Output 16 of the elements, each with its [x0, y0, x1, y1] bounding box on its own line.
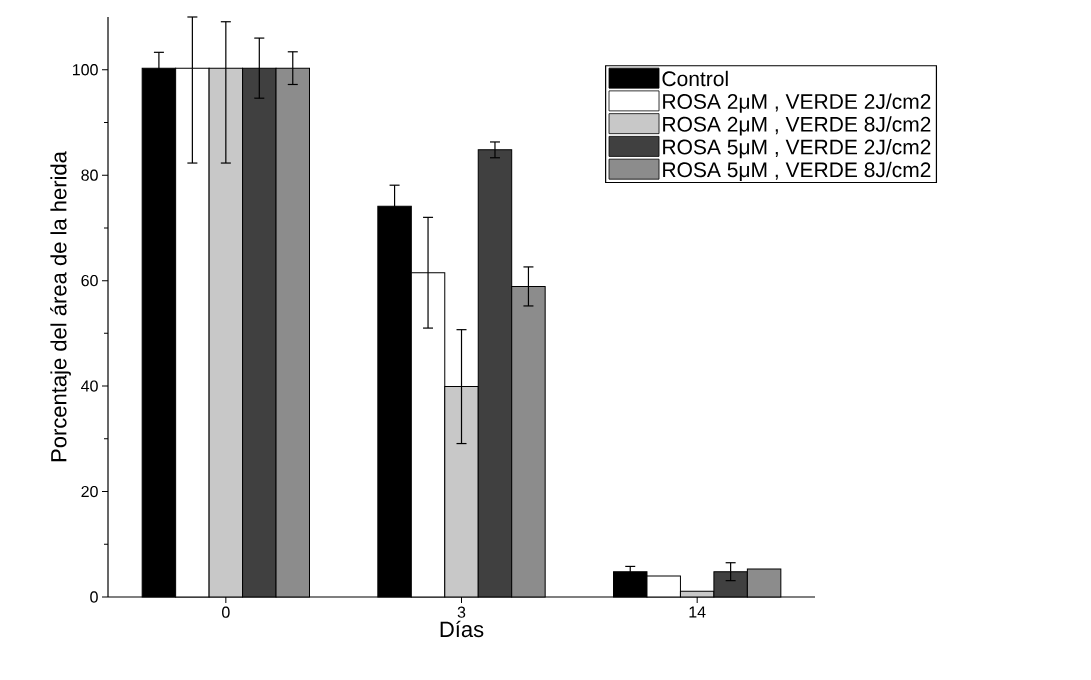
y-tick-label: 80 [81, 169, 98, 181]
legend-label: Control [662, 70, 728, 87]
y-tick-label: 40 [81, 380, 98, 392]
x-axis-title: Días [440, 620, 484, 638]
legend-label: ROSA 5μM , VERDE 2J/cm2 [663, 139, 931, 159]
x-tick-label: 14 [689, 606, 706, 618]
x-tick-label: 0 [222, 606, 230, 618]
y-axis-title: Porcentaje del área de la herida [50, 151, 71, 462]
y-tick-label: 0 [90, 591, 98, 603]
y-tick-label: 100 [73, 64, 98, 76]
legend-label: ROSA 2μM , VERDE 8J/cm2 [663, 116, 931, 136]
y-tick-label: 20 [81, 485, 98, 498]
legend-label: ROSA 5μM , VERDE 8J/cm2 [663, 161, 931, 182]
x-tick-label: 3 [457, 606, 466, 618]
legend-label: ROSA 2μM , VERDE 2J/cm2 [663, 93, 931, 113]
y-tick-label: 60 [81, 274, 98, 287]
